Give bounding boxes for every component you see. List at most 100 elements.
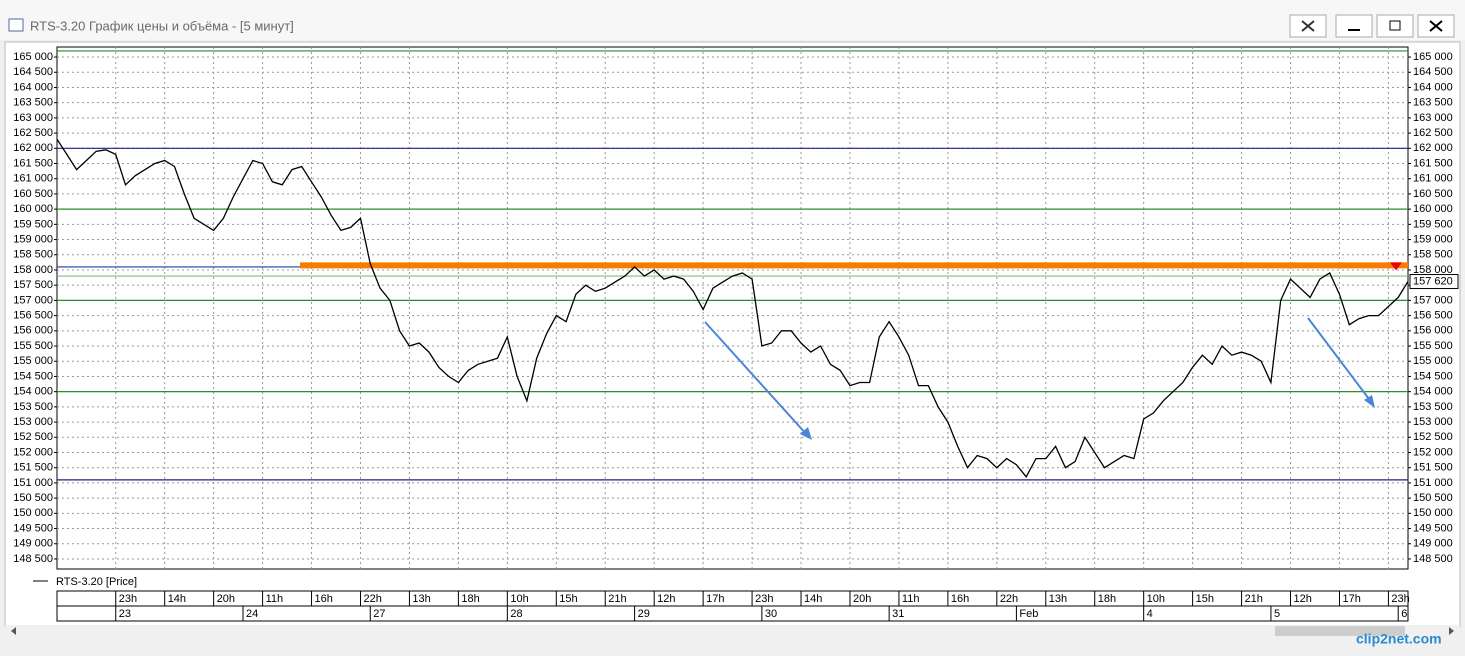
plot-area xyxy=(56,46,1409,570)
y-tick-label: 150 500 xyxy=(13,492,53,504)
y-tick-label: 164 000 xyxy=(13,81,53,93)
date-label: 30 xyxy=(765,608,777,620)
y-tick-label: 162 500 xyxy=(1413,127,1453,139)
x-tick-label: 22h xyxy=(1000,593,1018,605)
y-tick-label: 152 500 xyxy=(13,431,53,443)
y-tick-label: 161 500 xyxy=(13,157,53,169)
date-label: Feb xyxy=(1019,608,1038,620)
y-tick-label: 151 000 xyxy=(1413,477,1453,489)
x-tick-label: 21h xyxy=(608,593,626,605)
y-tick-label: 154 500 xyxy=(13,370,53,382)
y-tick-label: 164 500 xyxy=(1413,66,1453,78)
y-tick-label: 158 000 xyxy=(1413,264,1453,276)
y-tick-label: 157 000 xyxy=(1413,294,1453,306)
restore-icon xyxy=(1389,20,1401,31)
x-tick-label: 11h xyxy=(902,593,920,605)
y-tick-label: 156 000 xyxy=(1413,325,1453,337)
arrow-head xyxy=(1364,395,1375,408)
x-tick-label: 10h xyxy=(510,593,528,605)
y-tick-label: 163 000 xyxy=(1413,112,1453,124)
x-tick-label: 20h xyxy=(853,593,871,605)
y-tick-label: 156 000 xyxy=(13,325,53,337)
x-tick-label: 23h xyxy=(119,593,137,605)
y-tick-label: 156 500 xyxy=(1413,310,1453,322)
pin-icon xyxy=(1301,20,1315,32)
y-tick-label: 155 500 xyxy=(1413,340,1453,352)
y-tick-label: 155 500 xyxy=(13,340,53,352)
date-label: 29 xyxy=(638,608,650,620)
scrollbar[interactable] xyxy=(5,625,1460,637)
y-tick-label: 151 500 xyxy=(1413,462,1453,474)
y-tick-label: 148 500 xyxy=(13,553,53,565)
y-tick-label: 153 500 xyxy=(1413,401,1453,413)
y-tick-label: 153 500 xyxy=(13,401,53,413)
y-tick-label: 149 500 xyxy=(13,522,53,534)
date-label: 6 xyxy=(1401,608,1407,620)
price-tag-box xyxy=(1409,274,1459,290)
y-tick-label: 159 000 xyxy=(1413,233,1453,245)
y-tick-label: 155 000 xyxy=(1413,355,1453,367)
x-tick-label: 18h xyxy=(461,593,479,605)
y-tick-label: 152 000 xyxy=(13,446,53,458)
y-tick-label: 165 000 xyxy=(13,51,53,63)
y-tick-label: 159 000 xyxy=(13,233,53,245)
y-tick-label: 154 000 xyxy=(13,386,53,398)
x-tick-label: 23h xyxy=(1391,593,1409,605)
date-label: 4 xyxy=(1147,608,1153,620)
y-tick-label: 149 000 xyxy=(13,538,53,550)
y-tick-label: 149 500 xyxy=(1413,522,1453,534)
scroll-left[interactable] xyxy=(11,627,16,635)
arrow xyxy=(1307,317,1373,404)
y-tick-label: 161 000 xyxy=(1413,173,1453,185)
x-tick-label: 16h xyxy=(315,593,333,605)
y-tick-label: 162 000 xyxy=(13,142,53,154)
watermark: clip2net.com xyxy=(1356,631,1442,647)
y-tick-label: 157 500 xyxy=(13,279,53,291)
y-tick-label: 164 500 xyxy=(13,66,53,78)
y-tick-label: 158 500 xyxy=(13,249,53,261)
y-tick-label: 153 000 xyxy=(1413,416,1453,428)
y-tick-label: 158 500 xyxy=(1413,249,1453,261)
y-tick-label: 161 000 xyxy=(13,173,53,185)
scroll-right[interactable] xyxy=(1449,627,1454,635)
y-tick-label: 163 000 xyxy=(13,112,53,124)
restore-button[interactable] xyxy=(1376,14,1414,38)
x-tick-label: 18h xyxy=(1098,593,1116,605)
y-tick-label: 164 000 xyxy=(1413,81,1453,93)
y-tick-label: 153 000 xyxy=(13,416,53,428)
y-tick-label: 163 500 xyxy=(13,97,53,109)
x-tick-label: 12h xyxy=(1294,593,1312,605)
legend-label: RTS-3.20 [Price] xyxy=(56,576,137,588)
app-icon xyxy=(8,18,24,32)
close-icon xyxy=(1429,20,1443,32)
y-tick-label: 165 000 xyxy=(1413,51,1453,63)
y-tick-label: 160 500 xyxy=(1413,188,1453,200)
minimize-button[interactable] xyxy=(1335,14,1373,38)
y-tick-label: 159 500 xyxy=(13,218,53,230)
x-tick-label: 15h xyxy=(559,593,577,605)
date-label: 31 xyxy=(892,608,904,620)
x-tick-label: 15h xyxy=(1196,593,1214,605)
x-tick-label: 22h xyxy=(363,593,381,605)
y-tick-label: 161 500 xyxy=(1413,157,1453,169)
scroll-thumb[interactable] xyxy=(1275,626,1405,636)
y-tick-label: 150 000 xyxy=(1413,507,1453,519)
y-tick-label: 159 500 xyxy=(1413,218,1453,230)
y-tick-label: 162 500 xyxy=(13,127,53,139)
y-tick-label: 156 500 xyxy=(13,310,53,322)
x-tick-label: 16h xyxy=(951,593,969,605)
price-tag: 157 620 xyxy=(1413,275,1453,287)
window-title: RTS-3.20 График цены и объёма - [5 минут… xyxy=(30,18,294,33)
y-tick-label: 160 000 xyxy=(1413,203,1453,215)
x-tick-label: 13h xyxy=(1049,593,1067,605)
y-tick-label: 158 000 xyxy=(13,264,53,276)
date-label: 28 xyxy=(510,608,522,620)
y-tick-label: 150 000 xyxy=(13,507,53,519)
date-label: 24 xyxy=(246,608,258,620)
y-tick-label: 157 000 xyxy=(13,294,53,306)
x-tick-label: 21h xyxy=(1245,593,1263,605)
x-tick-label: 14h xyxy=(168,593,186,605)
x-tick-label: 20h xyxy=(217,593,235,605)
